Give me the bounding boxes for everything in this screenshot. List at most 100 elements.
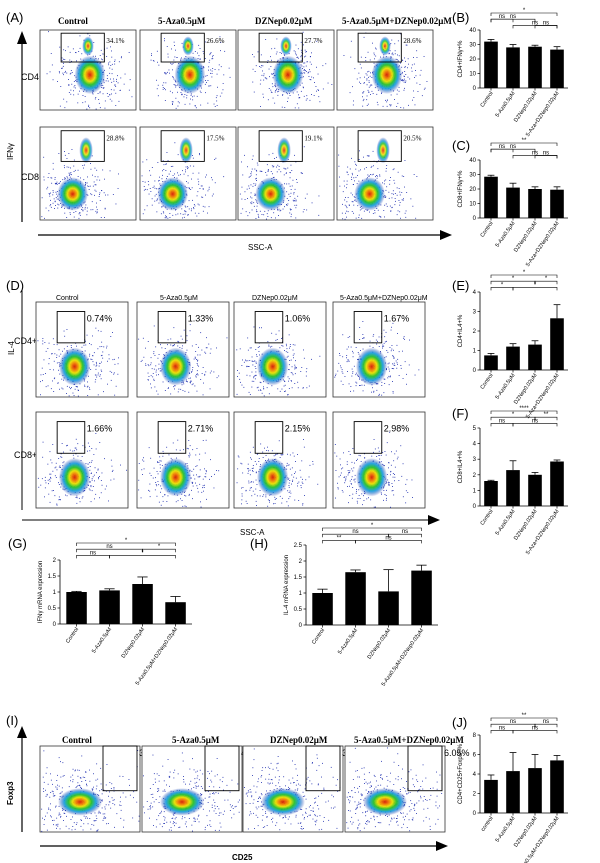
- sig-label: *: [371, 523, 374, 529]
- plot-frame: [233, 301, 327, 398]
- sig-bracket: ns: [534, 150, 558, 159]
- gate-percent: 2.15%: [285, 424, 311, 434]
- bar: [506, 470, 520, 506]
- density-core: [160, 458, 192, 497]
- x-tick-label: 5-Aza0.5μM: [91, 626, 113, 654]
- gate-percent: 34.1%: [106, 37, 124, 45]
- sig-bracket: *: [490, 8, 558, 16]
- gate-box: [357, 130, 402, 162]
- flow-plot: 2.71%: [136, 411, 230, 509]
- y-axis-title: IL-4: [7, 341, 16, 355]
- bar: [484, 355, 498, 370]
- flow-plot: 28.6%: [336, 29, 434, 111]
- gate-box: [407, 745, 443, 792]
- sig-label: *: [523, 270, 526, 276]
- bar: [528, 189, 542, 218]
- x-tick-label: Control: [480, 373, 495, 391]
- sig-bracket: ns: [512, 418, 558, 427]
- y-tick-label: 0: [473, 368, 477, 374]
- col-title-3: DZNep0.02μM: [252, 295, 298, 302]
- sig-bracket: *: [534, 276, 558, 285]
- density-core: [179, 137, 193, 164]
- sig-bracket: *: [322, 523, 422, 531]
- flow-plot: 6.05%: [344, 745, 470, 833]
- chart-label: (H): [250, 536, 268, 551]
- gate-percent: 26.6%: [206, 37, 224, 45]
- x-tick-label: 5-Aza0.5μM: [495, 220, 517, 248]
- bar: [550, 318, 564, 370]
- chart-label: (G): [8, 536, 27, 551]
- gate-percent: 28.6%: [403, 37, 421, 45]
- sig-label: ns: [106, 544, 112, 550]
- density-core: [74, 55, 106, 94]
- y-tick-label: 40: [469, 28, 476, 34]
- sig-label: ns: [385, 535, 391, 541]
- bar: [484, 41, 498, 88]
- bar: [528, 46, 542, 88]
- flow-plot: 0.74%: [35, 301, 129, 398]
- col-title-1: Control: [58, 16, 88, 26]
- sig-bracket: ns: [512, 725, 558, 734]
- bracket-line: [512, 155, 558, 159]
- chart-label: (B): [452, 10, 469, 25]
- y-tick-label: 0: [473, 504, 477, 510]
- flow-plot: 34.1%: [39, 29, 137, 111]
- y-tick-label: 1: [473, 488, 477, 494]
- gate-percent: 1.66%: [87, 424, 113, 434]
- col-title-3: DZNep0.02μM: [255, 16, 313, 26]
- bracket-line: [490, 142, 558, 146]
- panel-d-label: (D): [6, 278, 24, 293]
- gate-percent: 17.5%: [206, 135, 224, 143]
- gate-percent: 2.71%: [188, 424, 214, 434]
- bracket-line: [490, 18, 514, 23]
- y-axis-label: IFNγ mRNA expression: [38, 561, 44, 623]
- sig-bracket: ns: [534, 719, 558, 728]
- x-tick-label: 5-Aza0.5μM: [495, 508, 517, 536]
- y-axis-label: CD4+CD25+Foxp3+%: [458, 743, 464, 804]
- x-tick-label: Control: [65, 627, 80, 645]
- y-tick-label: 20: [469, 57, 476, 63]
- gate-percent: 1.33%: [188, 314, 214, 324]
- sig-bracket: ns: [512, 150, 558, 159]
- y-tick-label: 20: [469, 187, 476, 193]
- sig-label: *: [512, 276, 515, 282]
- sig-label: *: [158, 544, 161, 550]
- sig-bracket: **: [322, 535, 356, 544]
- gate-percent: 20.5%: [403, 135, 421, 143]
- density-core: [160, 788, 204, 816]
- gate-box: [254, 311, 284, 344]
- x-tick-label: Control: [480, 509, 495, 527]
- x-tick-label: control: [480, 816, 494, 833]
- y-tick-label: 2: [473, 329, 477, 335]
- gate-box: [353, 421, 383, 454]
- sig-bracket: ns: [322, 529, 389, 538]
- sig-label: ns: [543, 150, 549, 156]
- flow-plot: 26.6%: [139, 29, 237, 111]
- density-core: [356, 458, 388, 497]
- sig-label: **: [337, 535, 342, 541]
- gate-box: [305, 745, 341, 792]
- chart-j: (J) 0 2 4 6 8 CD4+CD25+Foxp3+% control 5-Aza0.5μ…: [452, 713, 568, 863]
- panel-a: (A) IFNγ SSC-A Control 5-Aza0.5μM DZNep0…: [6, 10, 452, 252]
- plot-frame: [242, 745, 344, 833]
- x-axis-title: SSC-A: [240, 528, 265, 537]
- bar: [506, 346, 520, 370]
- sig-label: ns: [352, 529, 358, 535]
- y-tick-label: 0: [473, 216, 477, 222]
- chart-label: (E): [452, 278, 469, 293]
- bracket-line: [490, 717, 558, 721]
- gate-box: [160, 130, 205, 162]
- y-tick-label: 0: [53, 622, 57, 628]
- y-tick-label: 6: [473, 753, 477, 759]
- sig-bracket: ****: [490, 406, 558, 414]
- sig-bracket: ns: [490, 418, 514, 427]
- gate-box: [254, 421, 284, 454]
- density-core: [257, 458, 289, 497]
- sig-bracket: *: [109, 550, 176, 559]
- flow-plot: 1.06%: [233, 301, 327, 398]
- sig-label: ns: [90, 550, 96, 556]
- sig-label: *: [141, 550, 144, 556]
- sig-bracket: ns: [490, 14, 514, 23]
- bracket-line: [534, 416, 558, 421]
